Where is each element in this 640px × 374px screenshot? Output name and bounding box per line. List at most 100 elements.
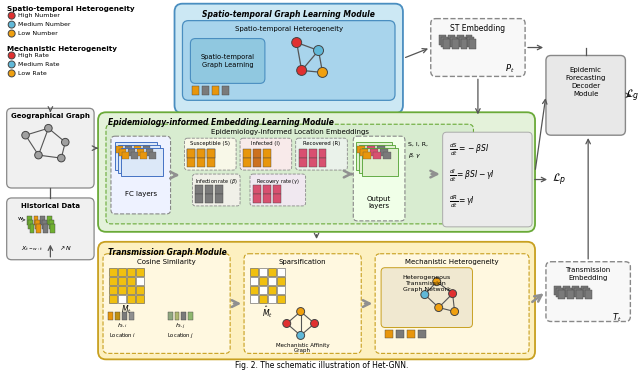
Bar	[127, 295, 135, 303]
Bar	[118, 286, 126, 294]
Text: Graph: Graph	[294, 349, 311, 353]
Bar	[195, 194, 204, 203]
Bar	[263, 194, 271, 203]
Bar	[35, 220, 40, 229]
Bar	[277, 268, 285, 276]
Bar	[563, 286, 570, 295]
Bar	[250, 268, 258, 276]
Bar	[380, 149, 388, 156]
Bar	[458, 37, 465, 46]
Bar	[357, 146, 365, 153]
Bar	[447, 34, 454, 45]
Bar	[253, 158, 261, 167]
Bar	[42, 220, 47, 229]
Bar	[259, 295, 267, 303]
Bar	[470, 39, 476, 49]
Bar	[136, 277, 144, 285]
Text: Sparsification: Sparsification	[279, 259, 326, 265]
Circle shape	[314, 46, 323, 55]
Bar	[250, 277, 258, 285]
FancyBboxPatch shape	[98, 112, 535, 232]
Text: Geographical Graph: Geographical Graph	[11, 113, 90, 119]
Text: Epidemiology-informed Embedding Learning Module: Epidemiology-informed Embedding Learning…	[108, 118, 334, 127]
Bar	[367, 146, 375, 153]
Bar	[188, 149, 195, 158]
Bar	[122, 312, 127, 319]
Text: $\beta$, $\gamma$: $\beta$, $\gamma$	[408, 151, 422, 160]
FancyBboxPatch shape	[191, 39, 265, 83]
Text: $h_{t,i}$: $h_{t,i}$	[117, 322, 129, 330]
Bar	[364, 152, 371, 159]
Bar	[441, 37, 447, 46]
Text: Transmission Graph Module: Transmission Graph Module	[108, 248, 227, 257]
Bar	[567, 289, 573, 298]
Bar	[370, 149, 378, 156]
Bar	[136, 286, 144, 294]
Bar	[119, 149, 126, 156]
Bar	[188, 312, 193, 319]
Bar	[308, 158, 317, 167]
Bar	[565, 288, 572, 297]
Bar	[207, 149, 215, 158]
Bar	[115, 142, 157, 170]
Circle shape	[310, 319, 319, 328]
Bar	[461, 39, 467, 49]
Text: $\frac{dS}{dt} = -\beta SI$: $\frac{dS}{dt} = -\beta SI$	[449, 142, 489, 158]
Bar	[467, 37, 474, 46]
Text: Mechanistic Heterogeneity: Mechanistic Heterogeneity	[6, 46, 116, 52]
Bar	[118, 295, 126, 303]
Text: High Rate: High Rate	[18, 53, 49, 58]
Bar	[127, 268, 135, 276]
Bar	[108, 312, 113, 319]
Bar	[121, 148, 163, 176]
Bar	[253, 149, 261, 158]
Text: Fig. 2. The schematic illustration of Het-GNN.: Fig. 2. The schematic illustration of He…	[235, 361, 408, 370]
Text: Low Number: Low Number	[18, 31, 58, 36]
Bar	[118, 145, 159, 173]
Text: Recovery rate ($\gamma$): Recovery rate ($\gamma$)	[256, 177, 300, 186]
Bar	[197, 149, 205, 158]
Bar	[277, 286, 285, 294]
Bar	[554, 286, 561, 295]
Bar	[136, 268, 144, 276]
Text: Medium Rate: Medium Rate	[18, 62, 59, 67]
Bar	[319, 158, 326, 167]
Circle shape	[61, 138, 69, 146]
Text: Spatio-temporal Heterogeneity: Spatio-temporal Heterogeneity	[6, 6, 134, 12]
Bar	[47, 216, 52, 225]
Circle shape	[433, 278, 441, 286]
Text: Susceptible (S): Susceptible (S)	[190, 141, 230, 146]
Bar	[356, 142, 392, 170]
Circle shape	[45, 125, 52, 132]
FancyBboxPatch shape	[175, 4, 403, 113]
Bar	[582, 288, 589, 297]
Bar	[359, 145, 395, 173]
Bar	[443, 39, 450, 49]
Bar	[259, 268, 267, 276]
Text: $\frac{dR}{dt} = \gamma I$: $\frac{dR}{dt} = \gamma I$	[449, 194, 475, 210]
Bar	[44, 224, 49, 233]
Bar	[109, 268, 117, 276]
Bar	[128, 149, 135, 156]
Bar	[268, 277, 276, 285]
FancyBboxPatch shape	[296, 138, 348, 170]
Bar	[195, 185, 204, 194]
Text: $X_{t-w:t}$: $X_{t-w:t}$	[20, 244, 43, 253]
Bar	[207, 149, 215, 158]
Bar	[319, 149, 326, 158]
Bar	[137, 149, 144, 156]
Bar	[450, 37, 456, 46]
Text: Spatio-temporal
Graph Learning: Spatio-temporal Graph Learning	[201, 54, 255, 68]
Bar	[259, 286, 267, 294]
Text: S, I, R,: S, I, R,	[408, 142, 428, 147]
Bar	[308, 149, 317, 158]
Bar	[207, 158, 215, 167]
FancyBboxPatch shape	[431, 19, 525, 76]
Bar	[182, 312, 186, 319]
Bar	[26, 216, 31, 225]
Bar	[122, 152, 129, 159]
Text: $P_t$: $P_t$	[505, 62, 515, 75]
Text: Cosine Similarity: Cosine Similarity	[137, 259, 196, 265]
Bar	[373, 152, 381, 159]
Bar	[243, 158, 251, 167]
